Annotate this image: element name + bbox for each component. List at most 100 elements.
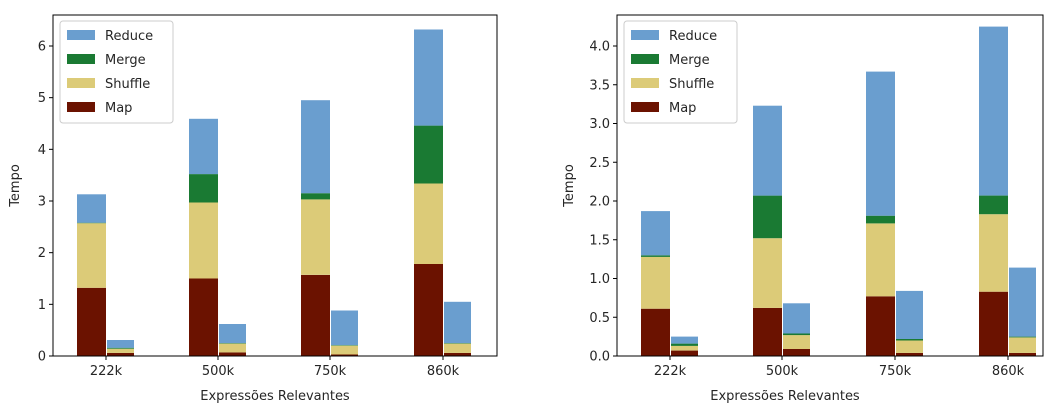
legend-label-shuffle: Shuffle: [669, 77, 714, 92]
y-tick-label: 0.5: [589, 311, 610, 326]
bar-map-750k-narrow: [896, 352, 923, 356]
bar-map-860k-wide: [414, 264, 443, 356]
legend-swatch-merge: [631, 54, 659, 64]
y-tick-label: 5: [38, 91, 46, 106]
legend-swatch-map: [631, 102, 659, 112]
bar-shuffle-860k-wide: [979, 214, 1008, 292]
bar-reduce-750k-narrow: [896, 290, 923, 339]
bar-merge-222k-narrow: [671, 343, 698, 346]
bar-merge-500k-wide: [189, 174, 218, 203]
bar-merge-222k-wide: [77, 222, 106, 224]
x-tick-label: 750k: [314, 364, 347, 379]
bar-map-500k-wide: [189, 278, 218, 356]
bar-reduce-222k-wide: [641, 211, 670, 256]
bar-shuffle-860k-narrow: [444, 343, 471, 353]
bar-reduce-860k-narrow: [444, 301, 471, 344]
bar-merge-860k-wide: [414, 125, 443, 184]
y-tick-label: 4.0: [589, 40, 610, 55]
legend-label-shuffle: Shuffle: [105, 77, 150, 92]
bar-reduce-860k-wide: [414, 29, 443, 126]
bar-merge-750k-wide: [301, 193, 330, 200]
y-tick-label: 1.5: [589, 233, 610, 248]
bar-reduce-750k-narrow: [331, 310, 358, 346]
y-tick-label: 2: [38, 246, 46, 261]
chart-panel-2: 0.0 0.5 1.0 1.5 2.0 2.5 3.0 3.5 4.0 222k 500k 750k 8…: [562, 14, 1044, 403]
bar-map-222k-narrow: [671, 350, 698, 356]
x-tick-label: 860k: [992, 364, 1025, 379]
bar-shuffle-222k-wide: [641, 256, 670, 309]
bar-merge-750k-wide: [866, 215, 895, 224]
bar-merge-222k-wide: [641, 255, 670, 257]
bar-merge-860k-narrow: [444, 343, 471, 344]
bar-map-860k-narrow: [1009, 352, 1036, 356]
bar-shuffle-500k-narrow: [783, 335, 810, 349]
bar-merge-500k-wide: [753, 195, 782, 239]
bar-map-750k-wide: [301, 274, 330, 356]
y-tick-label: 2.0: [589, 195, 610, 210]
bar-map-750k-wide: [866, 296, 895, 356]
bar-reduce-750k-wide: [866, 71, 895, 216]
legend-label-reduce: Reduce: [105, 29, 153, 44]
y-tick-label: 3.5: [589, 78, 610, 93]
legend-swatch-reduce: [631, 30, 659, 40]
legend-label-map: Map: [669, 101, 696, 116]
bar-reduce-500k-wide: [189, 118, 218, 175]
bar-shuffle-222k-narrow: [107, 348, 134, 353]
legend-box: [59, 20, 174, 124]
bar-map-500k-wide: [753, 307, 782, 356]
bar-merge-750k-narrow: [331, 345, 358, 346]
bar-map-860k-narrow: [444, 352, 471, 356]
bar-merge-500k-narrow: [219, 343, 246, 344]
bar-map-222k-wide: [641, 308, 670, 356]
axes-frame: [616, 14, 1044, 357]
bar-reduce-222k-wide: [77, 194, 106, 223]
bar-reduce-222k-narrow: [671, 336, 698, 344]
x-tick-label: 750k: [879, 364, 912, 379]
bar-merge-860k-narrow: [1009, 336, 1036, 338]
bar-map-222k-narrow: [107, 352, 134, 356]
bar-shuffle-222k-wide: [77, 223, 106, 288]
bar-reduce-860k-narrow: [1009, 267, 1036, 337]
legend-label-merge: Merge: [105, 53, 146, 68]
bar-map-500k-narrow: [783, 349, 810, 356]
x-tick-label: 500k: [766, 364, 799, 379]
bar-merge-500k-narrow: [783, 333, 810, 336]
x-tick-label: 222k: [90, 364, 123, 379]
bar-reduce-750k-wide: [301, 100, 330, 194]
y-tick-label: 3: [38, 195, 46, 210]
bar-shuffle-500k-wide: [753, 238, 782, 308]
bar-shuffle-500k-narrow: [219, 343, 246, 353]
bar-map-500k-narrow: [219, 352, 246, 356]
legend-label-merge: Merge: [669, 53, 710, 68]
chart-panel-1: 0 1 2 3 4 5 6 222k 500k 750k 860k Expressões Releva…: [8, 14, 498, 403]
y-tick-label: 0: [38, 350, 46, 365]
bar-shuffle-860k-narrow: [1009, 337, 1036, 353]
legend-label-map: Map: [105, 101, 132, 116]
legend-box: [623, 20, 738, 124]
bar-map-860k-wide: [979, 291, 1008, 356]
bar-reduce-500k-narrow: [783, 303, 810, 334]
bar-reduce-500k-wide: [753, 105, 782, 196]
y-tick-label: 3.0: [589, 117, 610, 132]
bar-reduce-222k-narrow: [107, 340, 134, 348]
legend-swatch-merge: [67, 54, 95, 64]
bar-map-750k-narrow: [331, 354, 358, 356]
legend-swatch-reduce: [67, 30, 95, 40]
bar-merge-860k-wide: [979, 195, 1008, 215]
x-axis-label: Expressões Relevantes: [200, 389, 350, 403]
axes-frame: [52, 14, 498, 357]
bar-map-222k-wide: [77, 287, 106, 356]
x-tick-label: 500k: [202, 364, 235, 379]
y-axis-label: Tempo: [8, 164, 23, 208]
legend-swatch-shuffle: [631, 78, 659, 88]
bar-shuffle-750k-wide: [866, 223, 895, 297]
y-tick-label: 0.0: [589, 350, 610, 365]
y-tick-label: 6: [38, 40, 46, 55]
bar-shuffle-222k-narrow: [671, 345, 698, 351]
y-tick-label: 2.5: [589, 156, 610, 171]
bar-shuffle-500k-wide: [189, 202, 218, 279]
bar-merge-750k-narrow: [896, 338, 923, 341]
y-axis-label: Tempo: [562, 164, 577, 208]
x-tick-label: 860k: [427, 364, 460, 379]
